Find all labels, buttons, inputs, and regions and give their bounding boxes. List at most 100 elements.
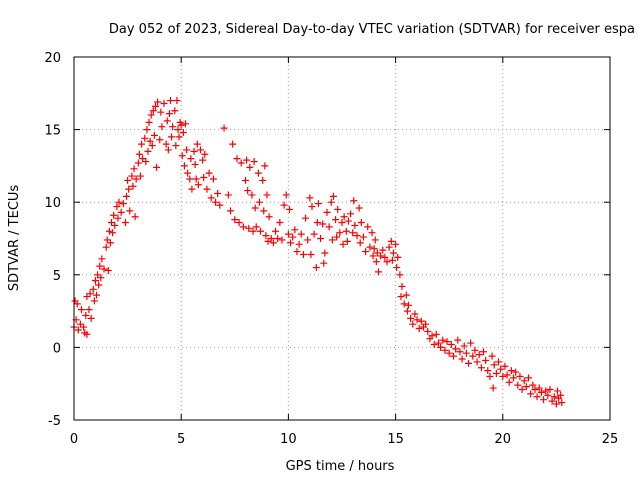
data-point	[262, 232, 270, 240]
data-point	[424, 327, 432, 335]
data-point	[172, 142, 180, 150]
data-point	[338, 219, 346, 227]
data-point	[187, 155, 195, 163]
data-point	[73, 300, 81, 308]
data-point	[201, 150, 209, 158]
data-point	[164, 146, 172, 154]
data-point	[374, 268, 382, 276]
data-point	[104, 266, 112, 274]
data-point	[169, 123, 177, 131]
data-point	[467, 339, 475, 347]
data-point	[404, 301, 412, 309]
data-point	[165, 110, 173, 118]
data-point	[150, 131, 158, 139]
y-tick-label: 10	[44, 196, 61, 211]
data-point	[97, 274, 105, 282]
data-point	[310, 230, 318, 238]
data-point	[407, 314, 415, 322]
data-point	[224, 191, 232, 199]
data-point	[78, 306, 86, 314]
data-point	[100, 265, 108, 273]
data-point	[212, 198, 220, 206]
data-point	[381, 253, 389, 261]
data-point	[157, 108, 165, 116]
data-point	[199, 156, 207, 164]
data-point	[445, 349, 453, 357]
data-point	[278, 236, 286, 244]
data-point	[334, 205, 342, 213]
data-point	[114, 214, 122, 222]
data-point	[142, 158, 150, 166]
data-point	[90, 297, 98, 305]
data-point	[291, 226, 299, 234]
x-tick-label: 10	[280, 432, 297, 447]
data-point	[369, 252, 377, 260]
data-point	[343, 237, 351, 245]
data-point	[313, 219, 321, 227]
data-point	[257, 227, 265, 235]
data-point	[383, 258, 391, 266]
data-point	[138, 140, 146, 148]
data-point	[237, 159, 245, 167]
data-point	[332, 216, 340, 224]
data-point	[503, 371, 511, 379]
data-point	[428, 332, 436, 340]
data-point	[105, 227, 113, 235]
data-point	[432, 330, 440, 338]
data-point	[302, 214, 310, 222]
data-point	[321, 249, 329, 257]
data-point	[307, 250, 315, 258]
data-point	[209, 175, 217, 183]
data-point	[544, 391, 552, 399]
axis-ticks	[73, 56, 611, 421]
data-point	[339, 240, 347, 248]
data-point	[359, 233, 367, 241]
data-point	[235, 219, 243, 227]
data-point	[340, 213, 348, 221]
data-point	[533, 393, 541, 401]
data-point	[82, 311, 90, 319]
data-point	[497, 365, 505, 373]
data-point	[134, 159, 142, 167]
data-point	[149, 107, 157, 115]
data-point	[135, 150, 143, 158]
data-point	[200, 174, 208, 182]
data-point	[119, 200, 127, 208]
data-point	[110, 211, 118, 219]
data-point	[398, 282, 406, 290]
data-point	[83, 330, 91, 338]
data-point	[387, 237, 395, 245]
data-point	[229, 140, 237, 148]
data-point	[430, 340, 438, 348]
data-point	[304, 236, 312, 244]
data-point	[162, 140, 170, 148]
data-point	[194, 181, 202, 189]
data-point	[486, 372, 494, 380]
x-tick-label: 15	[387, 432, 404, 447]
data-point	[540, 396, 548, 404]
data-point	[458, 355, 466, 363]
data-point	[400, 300, 408, 308]
data-point	[287, 239, 295, 247]
data-point	[95, 281, 103, 289]
data-point	[184, 169, 192, 177]
data-point	[115, 198, 123, 206]
data-point	[518, 386, 526, 394]
data-point	[179, 129, 187, 137]
data-point	[207, 194, 215, 202]
data-point	[293, 248, 301, 256]
y-tick-label: -5	[48, 414, 61, 429]
data-point	[148, 142, 156, 150]
data-point	[156, 136, 164, 144]
data-point	[488, 352, 496, 360]
data-point	[546, 386, 554, 394]
data-point	[151, 102, 159, 110]
data-point	[248, 191, 256, 199]
y-tick-label: 15	[44, 124, 61, 139]
data-point	[263, 191, 271, 199]
data-point	[163, 117, 171, 125]
data-point	[242, 176, 250, 184]
data-point	[146, 137, 154, 145]
y-tick-label: 0	[53, 341, 61, 356]
data-point	[168, 133, 176, 141]
